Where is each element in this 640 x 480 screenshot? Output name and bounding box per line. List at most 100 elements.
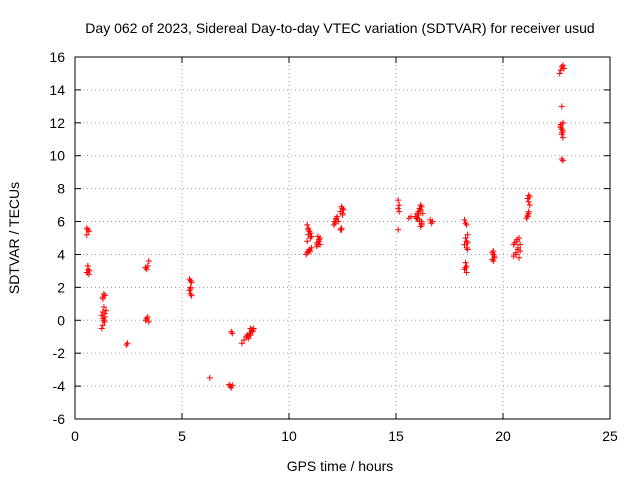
y-tick-label: -6 xyxy=(53,411,66,427)
data-point xyxy=(334,213,341,220)
data-point xyxy=(100,315,107,322)
data-point xyxy=(339,205,346,212)
data-point xyxy=(395,205,402,212)
data-point xyxy=(98,325,105,332)
y-axis-label: SDTVAR / TECUs xyxy=(6,182,22,294)
y-tick-label: -4 xyxy=(53,378,66,394)
data-point xyxy=(145,258,152,265)
data-point xyxy=(396,208,403,215)
data-point xyxy=(524,213,531,220)
data-point xyxy=(187,286,194,293)
data-point xyxy=(314,233,321,240)
data-point xyxy=(98,312,105,319)
data-point xyxy=(462,264,469,271)
data-point xyxy=(491,253,498,260)
data-point xyxy=(188,292,195,299)
data-point xyxy=(332,220,339,227)
data-point xyxy=(142,264,149,271)
data-point xyxy=(308,244,315,251)
data-point xyxy=(99,322,106,329)
data-point xyxy=(556,70,563,77)
data-point xyxy=(229,330,236,337)
y-tick-label: 2 xyxy=(57,279,65,295)
plot-frame xyxy=(74,56,611,420)
y-tick-label: 14 xyxy=(49,82,65,98)
data-point xyxy=(338,226,345,233)
y-tick-label: 10 xyxy=(49,148,65,164)
data-point xyxy=(525,198,532,205)
data-point xyxy=(464,239,471,246)
data-point xyxy=(206,374,213,381)
data-point xyxy=(317,241,324,248)
data-point xyxy=(525,210,532,217)
data-point xyxy=(557,67,564,74)
data-point xyxy=(101,292,108,299)
data-point xyxy=(188,279,195,286)
data-point xyxy=(99,309,106,316)
data-point xyxy=(308,233,315,240)
data-point xyxy=(413,215,420,222)
data-point xyxy=(396,202,403,209)
data-point xyxy=(490,248,497,255)
y-tick-label: 12 xyxy=(49,115,65,131)
data-point xyxy=(124,340,131,347)
y-tick-label: 4 xyxy=(57,246,65,262)
data-point xyxy=(241,337,248,344)
data-point xyxy=(143,315,150,322)
data-point xyxy=(512,251,519,258)
data-point xyxy=(463,221,470,228)
data-point xyxy=(249,327,256,334)
data-point xyxy=(514,244,521,251)
data-point xyxy=(145,318,152,325)
data-point xyxy=(464,231,471,238)
data-point xyxy=(84,262,91,269)
data-point xyxy=(229,382,236,389)
data-point xyxy=(463,269,470,276)
data-point xyxy=(395,226,402,233)
data-point xyxy=(559,119,566,126)
data-point xyxy=(313,239,320,246)
data-point xyxy=(428,220,435,227)
grid xyxy=(75,57,610,419)
data-point xyxy=(558,129,565,136)
data-point xyxy=(238,340,245,347)
x-axis-label: GPS time / hours xyxy=(287,458,394,474)
data-point xyxy=(417,223,424,230)
x-tick-label: 25 xyxy=(602,428,618,444)
data-point xyxy=(333,216,340,223)
data-point xyxy=(559,62,566,69)
y-tick-label: -2 xyxy=(53,345,66,361)
data-point xyxy=(101,318,108,325)
y-tick-label: 6 xyxy=(57,214,65,230)
data-point xyxy=(516,254,523,261)
data-point xyxy=(418,203,425,210)
data-point xyxy=(99,295,106,302)
data-point xyxy=(307,248,314,255)
x-tick-label: 15 xyxy=(388,428,404,444)
data-points xyxy=(83,62,567,391)
data-point xyxy=(305,226,312,233)
data-point xyxy=(558,103,565,110)
data-point xyxy=(84,269,91,276)
data-point xyxy=(526,193,533,200)
data-point xyxy=(513,238,520,245)
x-tick-label: 0 xyxy=(71,428,79,444)
y-tick-label: 8 xyxy=(57,181,65,197)
data-point xyxy=(315,236,322,243)
data-point xyxy=(415,211,422,218)
data-point xyxy=(517,248,524,255)
x-tick-label: 20 xyxy=(495,428,511,444)
axis-ticks: 0 5 10 15 20 25 -6 -4 -2 0 2 4 6 8 10 12 14 16 xyxy=(49,49,618,444)
data-point xyxy=(307,230,314,237)
data-point xyxy=(304,238,311,245)
data-point xyxy=(461,216,468,223)
data-point xyxy=(526,202,533,209)
data-point xyxy=(85,228,92,235)
data-point xyxy=(560,65,567,72)
x-tick-label: 10 xyxy=(281,428,297,444)
data-point xyxy=(339,211,346,218)
data-point xyxy=(395,197,402,204)
data-point xyxy=(419,210,426,217)
data-point xyxy=(100,304,107,311)
